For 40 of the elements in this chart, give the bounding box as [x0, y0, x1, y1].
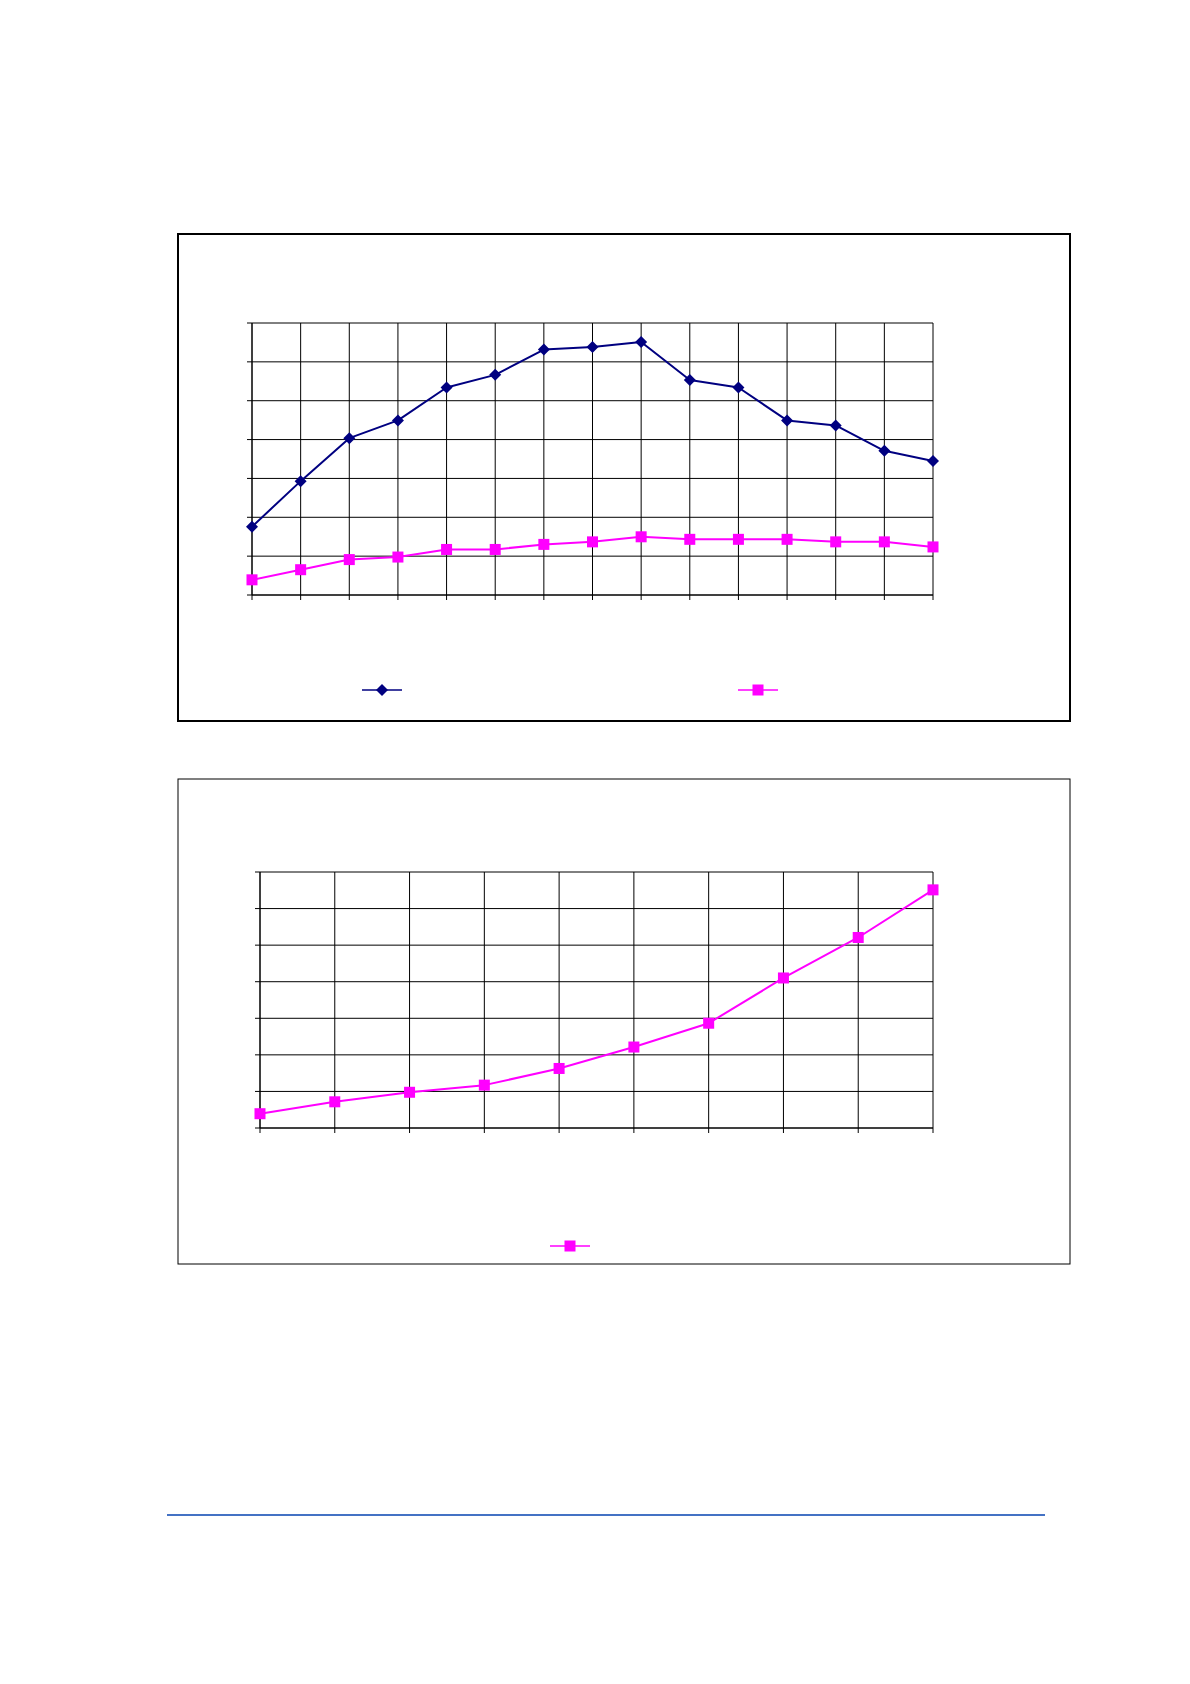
point: [684, 533, 696, 545]
point: [683, 373, 696, 386]
point: [586, 341, 599, 354]
point: [553, 1062, 565, 1074]
point: [829, 419, 842, 432]
point: [732, 533, 744, 545]
point: [343, 554, 355, 566]
point: [246, 520, 258, 533]
point: [404, 1086, 416, 1098]
point: [294, 475, 307, 488]
point: [628, 1041, 640, 1053]
point: [246, 574, 258, 586]
point: [878, 444, 891, 457]
point: [781, 414, 794, 427]
point: [878, 536, 890, 548]
point: [927, 884, 939, 896]
point: [635, 335, 648, 348]
point: [478, 1079, 490, 1091]
point: [830, 536, 842, 548]
point: [927, 541, 939, 553]
point: [635, 531, 647, 543]
point: [781, 533, 793, 545]
point: [537, 343, 550, 356]
point: [441, 543, 453, 555]
point: [440, 381, 453, 394]
point: [852, 931, 864, 943]
point: [777, 972, 789, 984]
point: [489, 543, 501, 555]
point: [329, 1096, 341, 1108]
point: [587, 536, 598, 548]
point: [732, 381, 745, 394]
point: [489, 368, 502, 381]
point: [392, 551, 404, 563]
point: [927, 454, 939, 467]
point: [703, 1017, 715, 1029]
point: [538, 538, 550, 550]
point: [295, 564, 307, 576]
point: [391, 414, 404, 427]
point: [254, 1108, 266, 1120]
point: [343, 432, 356, 445]
